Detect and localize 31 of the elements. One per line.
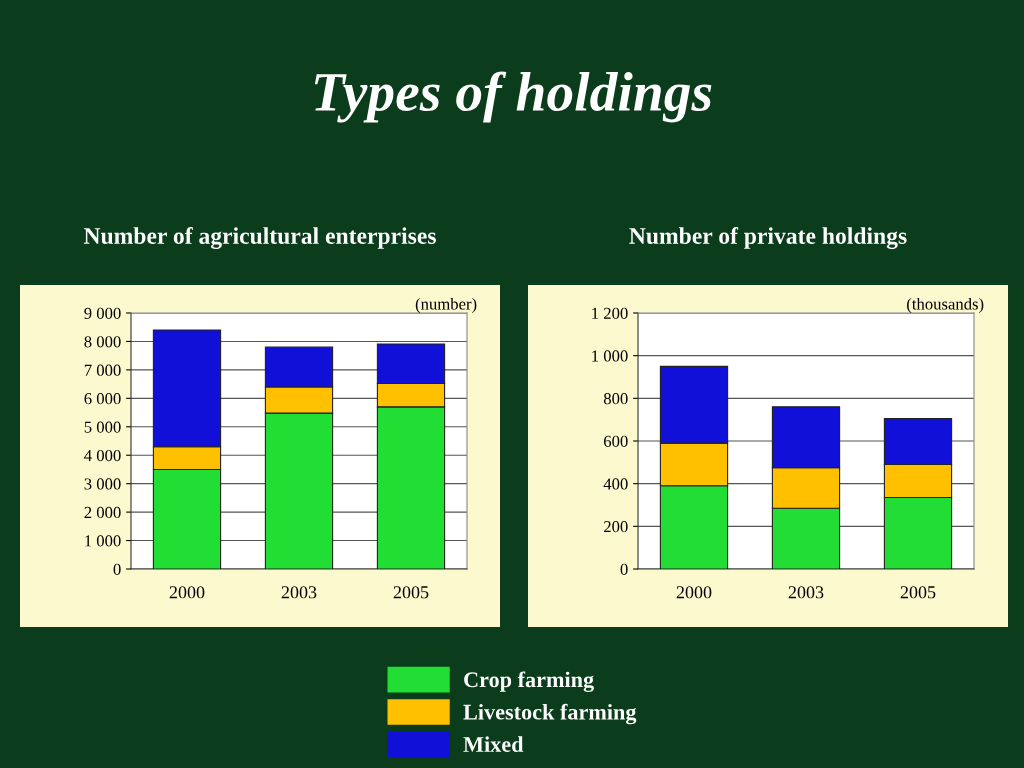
x-tick-label: 2005 (393, 586, 429, 599)
y-tick-label: 800 (603, 393, 628, 405)
x-tick-label: 2000 (676, 586, 712, 599)
y-tick-label: 3 000 (84, 478, 121, 490)
y-tick-label: 1 000 (85, 535, 121, 547)
y-axis-title: (thousands) (907, 297, 984, 313)
y-tick-label: 1 000 (592, 350, 628, 362)
y-tick-label: 2 000 (84, 506, 121, 519)
legend-label: Mixed (463, 736, 524, 752)
y-tick-label: 9 000 (84, 307, 121, 319)
x-tick-label: 2000 (169, 586, 205, 599)
x-tick-label: 2003 (281, 586, 317, 599)
y-tick-label: 7 000 (84, 364, 121, 376)
chart-title: Types of holdings (314, 71, 712, 123)
y-tick-label: 0 (113, 563, 121, 575)
y-tick-label: 200 (604, 521, 628, 533)
y-axis-title: (number) (415, 297, 477, 313)
y-tick-label: 8 000 (84, 336, 121, 348)
legend-label: Crop farming (464, 671, 594, 692)
legend-label: Livestock farming (463, 703, 637, 725)
chart-subtitle: Number of private holdings (629, 227, 907, 249)
y-tick-label: 400 (603, 478, 628, 490)
x-tick-label: 2005 (900, 586, 936, 599)
y-tick-label: 4 000 (84, 449, 121, 462)
y-tick-label: 0 (620, 563, 628, 575)
y-tick-label: 600 (603, 435, 628, 447)
y-tick-label: 1 200 (592, 307, 628, 319)
y-tick-label: 5 000 (84, 421, 121, 433)
y-tick-label: 6 000 (84, 393, 121, 405)
chart-subtitle: Number of agricultural enterprises (83, 227, 436, 249)
x-tick-label: 2003 (788, 586, 824, 599)
